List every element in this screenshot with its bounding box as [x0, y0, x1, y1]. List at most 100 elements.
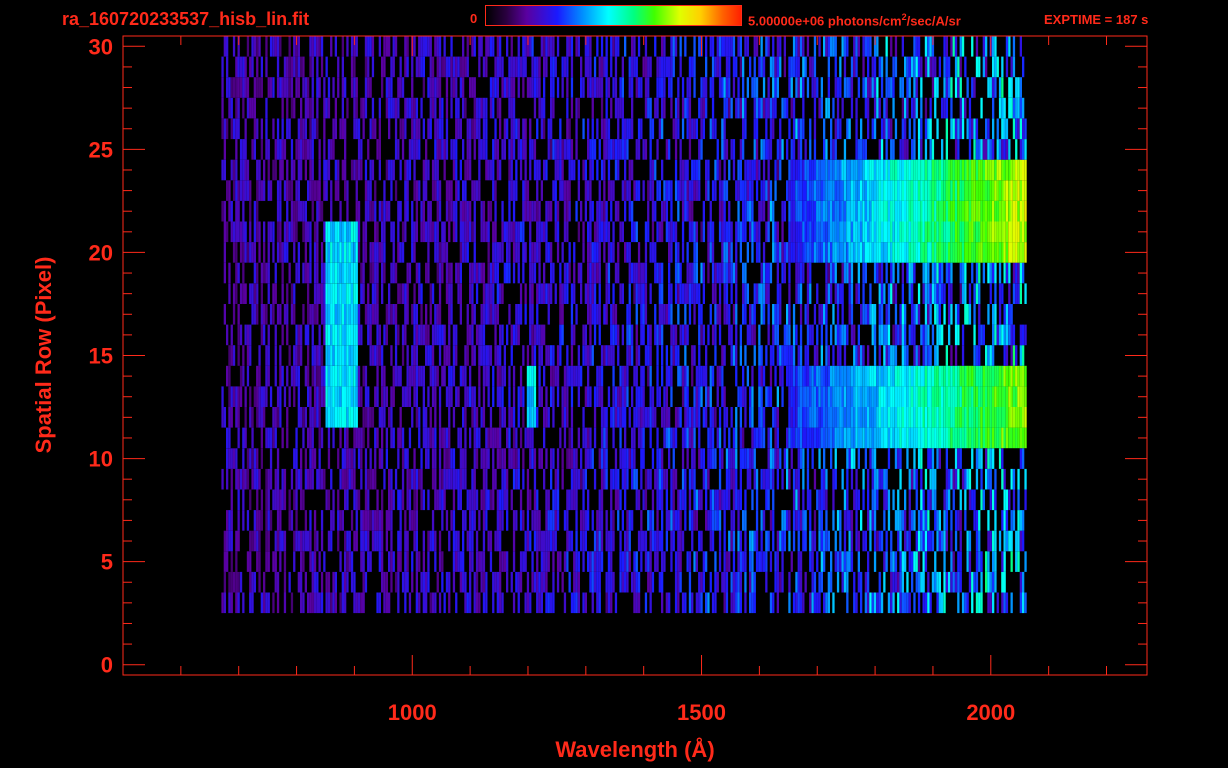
heatmap-cell: [688, 592, 692, 614]
heatmap-cell: [1019, 180, 1022, 201]
heatmap-cell: [834, 365, 837, 387]
heatmap-cell: [614, 139, 618, 160]
heatmap-cell: [998, 427, 1002, 449]
heatmap-cell: [744, 510, 747, 531]
heatmap-cell: [1005, 242, 1009, 263]
heatmap-cell: [693, 242, 696, 263]
heatmap-cell: [526, 200, 530, 222]
heatmap-cell: [744, 530, 747, 552]
heatmap-cell: [755, 221, 759, 243]
heatmap-cell: [848, 304, 851, 325]
heatmap-cell: [323, 324, 326, 346]
heatmap-cell: [843, 407, 847, 428]
heatmap-cell: [593, 283, 597, 304]
heatmap-cell: [698, 571, 701, 593]
heatmap-cell: [355, 530, 358, 552]
heatmap-cell: [825, 159, 828, 181]
heatmap-cell: [610, 139, 613, 160]
heatmap-cell: [917, 242, 921, 263]
heatmap-cell: [818, 427, 821, 449]
heatmap-cell: [260, 427, 263, 449]
heatmap-cell: [850, 407, 854, 428]
heatmap-cell: [573, 489, 576, 511]
heatmap-cell: [654, 551, 657, 572]
heatmap-cell: [251, 592, 254, 614]
heatmap-cell: [917, 180, 921, 201]
heatmap-cell: [818, 592, 821, 614]
heatmap-cell: [818, 571, 821, 593]
heatmap-cell: [832, 510, 835, 531]
heatmap-cell: [501, 324, 504, 346]
heatmap-cell: [276, 180, 280, 201]
heatmap-cell: [390, 304, 393, 325]
heatmap-cell: [469, 159, 472, 181]
heatmap-cell: [258, 571, 261, 593]
heatmap-cell: [316, 571, 319, 593]
heatmap-cell: [341, 510, 344, 531]
heatmap-cell: [256, 407, 259, 428]
heatmap-cell: [765, 551, 768, 572]
heatmap-cell: [381, 365, 384, 387]
heatmap-cell: [929, 242, 932, 263]
heatmap-cell: [721, 365, 724, 387]
heatmap-cell: [496, 262, 499, 284]
heatmap-cell: [392, 304, 395, 325]
heatmap-cell: [626, 386, 629, 407]
heatmap-cell: [649, 283, 652, 304]
heatmap-cell: [371, 345, 375, 366]
heatmap-cell: [593, 139, 597, 160]
heatmap-cell: [506, 262, 509, 284]
heatmap-cell: [332, 139, 335, 160]
heatmap-cell: [661, 304, 664, 325]
heatmap-cell: [346, 365, 349, 387]
heatmap-cell: [927, 427, 930, 449]
heatmap-cell: [885, 159, 888, 181]
heatmap-cell: [869, 592, 872, 614]
heatmap-cell: [772, 407, 775, 428]
heatmap-cell: [397, 283, 400, 304]
heatmap-cell: [610, 324, 613, 346]
heatmap-cell: [584, 386, 587, 407]
heatmap-cell: [647, 221, 650, 243]
heatmap-cell: [401, 221, 405, 243]
heatmap-cell: [457, 262, 460, 284]
heatmap-cell: [448, 345, 451, 366]
heatmap-cell: [487, 200, 490, 222]
heatmap-cell: [473, 592, 476, 614]
heatmap-cell: [695, 551, 698, 572]
heatmap-cell: [797, 242, 800, 263]
heatmap-cell: [989, 345, 992, 366]
heatmap-cell: [927, 386, 930, 407]
heatmap-cell: [640, 551, 643, 572]
heatmap-cell: [797, 283, 800, 304]
heatmap-cell: [607, 551, 611, 572]
heatmap-cell: [547, 407, 550, 428]
heatmap-cell: [890, 159, 893, 181]
heatmap-cell: [978, 324, 981, 346]
heatmap-cell: [323, 262, 326, 284]
heatmap-cell: [897, 571, 900, 593]
heatmap-cell: [515, 571, 518, 593]
heatmap-cell: [276, 592, 280, 614]
heatmap-cell: [593, 386, 597, 407]
heatmap-cell: [656, 262, 659, 284]
heatmap-cell: [374, 221, 377, 243]
heatmap-cell: [418, 468, 421, 490]
heatmap-cell: [894, 551, 898, 572]
heatmap-cell: [510, 159, 513, 181]
heatmap-cell: [619, 283, 622, 304]
heatmap-cell: [913, 448, 916, 469]
heatmap-cell: [760, 283, 763, 304]
heatmap-cell: [327, 448, 331, 469]
heatmap-cell: [339, 365, 342, 387]
heatmap-cell: [610, 571, 613, 593]
heatmap-cell: [693, 262, 696, 284]
heatmap-cell: [869, 221, 872, 243]
heatmap-cell: [927, 510, 930, 531]
heatmap-cell: [295, 510, 298, 531]
heatmap-cell: [987, 530, 990, 552]
heatmap-cell: [892, 489, 895, 511]
heatmap-cell: [934, 571, 937, 593]
heatmap-cell: [848, 386, 851, 407]
heatmap-cell: [850, 262, 854, 284]
